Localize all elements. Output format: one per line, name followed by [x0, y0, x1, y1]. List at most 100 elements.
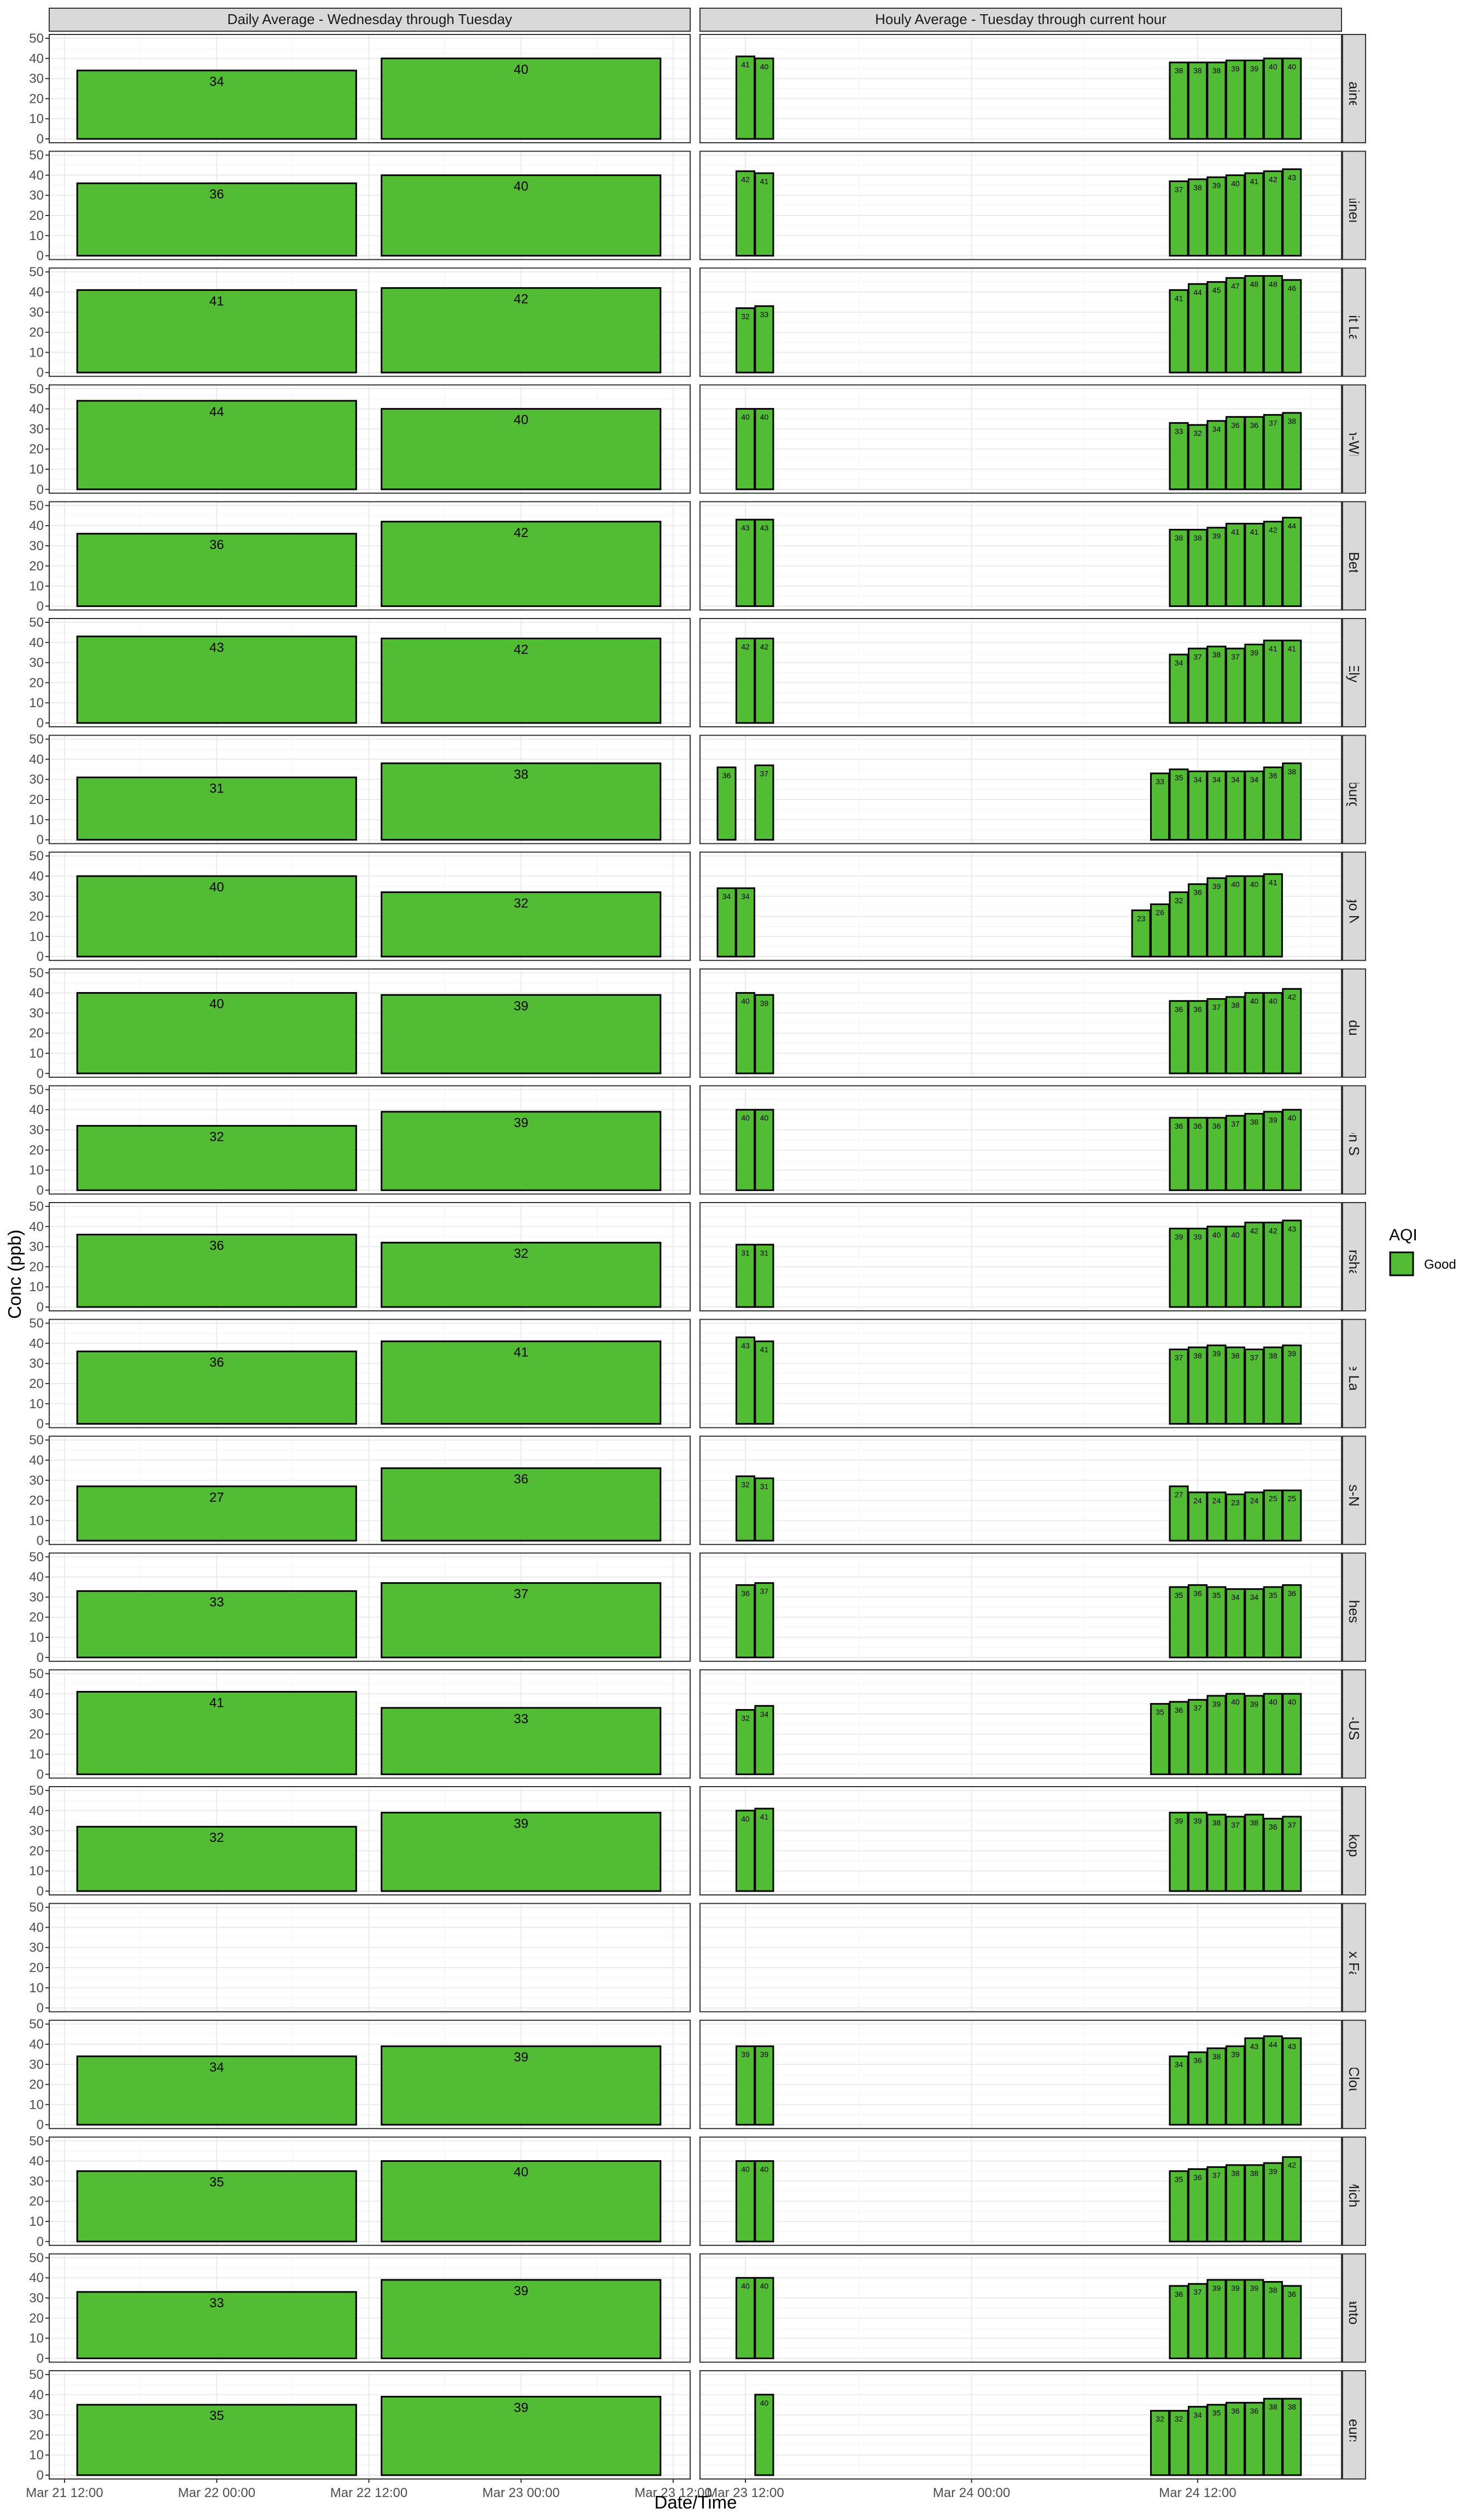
- hourly-bar: [1244, 770, 1264, 841]
- panel-border: [699, 1552, 1342, 1662]
- hourly-bar-label: 41: [1250, 177, 1259, 186]
- hourly-bar: [1169, 2170, 1189, 2243]
- y-tick-label: 50: [29, 1433, 44, 1448]
- hourly-bar-label: 36: [1212, 1122, 1221, 1130]
- daily-bar: [76, 182, 357, 257]
- hourly-bar-label: 37: [1193, 1704, 1202, 1712]
- hourly-bar: [1169, 529, 1189, 607]
- y-tick-label: 10: [29, 929, 44, 944]
- hourly-bar-label: 25: [1288, 1494, 1297, 1503]
- hourly-bar-label: 36: [1193, 888, 1202, 897]
- hourly-bar: [1244, 172, 1264, 257]
- y-tick-label: 20: [29, 2194, 44, 2209]
- hourly-bar: [1187, 883, 1208, 958]
- hourly-bar-label: 40: [1231, 1698, 1240, 1706]
- site-name: Ely: [1346, 663, 1362, 682]
- hourly-bar-label: 37: [760, 769, 769, 778]
- hourly-bar: [735, 2045, 756, 2126]
- hourly-bar-label: 38: [1288, 2402, 1297, 2411]
- hourly-bar: [1206, 176, 1227, 257]
- hourly-bar: [1150, 2410, 1170, 2476]
- y-tick-label: 20: [29, 1143, 44, 1158]
- daily-bar-label: 27: [209, 1490, 224, 1505]
- hourly-bar-label: 40: [760, 1113, 769, 1122]
- panel-border: [49, 1202, 691, 1311]
- daily-bar-label: 33: [209, 2296, 224, 2311]
- daily-bar-label: 38: [514, 767, 528, 782]
- daily-bar-label: 40: [209, 880, 224, 895]
- y-tick-label: 0: [37, 599, 44, 614]
- hourly-bar: [1206, 877, 1227, 958]
- hourly-bar-label: 34: [1250, 775, 1259, 784]
- daily-bar-label: 37: [514, 1587, 528, 1602]
- hourly-bar-label: 39: [1175, 1816, 1183, 1825]
- hourly-bar: [1282, 2285, 1302, 2359]
- hourly-bar-label: 44: [1269, 2040, 1278, 2049]
- hourly-bar-label: 34: [722, 892, 731, 901]
- hourly-bar-label: 41: [760, 1812, 769, 1821]
- hourly-bar: [1282, 1109, 1302, 1191]
- hourly-bar-label: 38: [1193, 1351, 1202, 1360]
- y-tick-label: 10: [29, 229, 44, 243]
- facet-title-daily: Daily Average - Wednesday through Tuesda…: [228, 11, 512, 27]
- hourly-bar-label: 40: [1288, 62, 1297, 71]
- hourly-bar: [716, 887, 737, 958]
- hourly-bar-label: 38: [1231, 2169, 1240, 2178]
- daily-bar: [76, 1691, 357, 1775]
- daily-bar: [76, 2055, 357, 2126]
- hourly-bar-label: 34: [1175, 658, 1183, 667]
- y-tick-label: 40: [29, 1336, 44, 1351]
- y-tick-label: 50: [29, 1666, 44, 1681]
- y-tick-label: 0: [37, 2001, 44, 2016]
- y-tick-label: 20: [29, 909, 44, 924]
- daily-bar-label: 40: [514, 62, 528, 77]
- hourly-bar: [735, 170, 756, 257]
- daily-bar: [76, 1350, 357, 1425]
- panel-border: [699, 2020, 1342, 2130]
- hourly-bar: [1169, 289, 1189, 374]
- y-tick-label: 30: [29, 2291, 44, 2306]
- y-tick-label: 30: [29, 1940, 44, 1955]
- hourly-bar: [1282, 2037, 1302, 2126]
- hourly-bar-label: 36: [722, 771, 731, 780]
- daily-bar-label: 36: [209, 1355, 224, 1370]
- daily-bar: [76, 1485, 357, 1542]
- hourly-bar-label: 41: [760, 177, 769, 186]
- y-tick-label: 10: [29, 1981, 44, 1996]
- site-strip: [1342, 1202, 1366, 1311]
- hourly-bar: [1225, 996, 1245, 1075]
- panel-border: [699, 2370, 1342, 2480]
- hourly-bar-label: 23: [1231, 1498, 1240, 1507]
- y-tick-label: 10: [29, 2448, 44, 2463]
- hourly-bar-label: 37: [1231, 1821, 1240, 1829]
- hourly-bar-label: 32: [1156, 2414, 1164, 2423]
- y-tick-label: 50: [29, 1199, 44, 1214]
- hourly-bar-label: 36: [1193, 1005, 1202, 1013]
- y-tick-label: 20: [29, 792, 44, 807]
- hourly-bar-label: 38: [1269, 2286, 1278, 2295]
- hourly-bar: [754, 1582, 774, 1659]
- hourly-bar-label: 41: [1250, 528, 1259, 536]
- y-tick-label: 20: [29, 442, 44, 457]
- hourly-bar: [754, 1807, 774, 1892]
- hourly-bar-label: 31: [760, 1482, 769, 1491]
- hourly-bar-label: 40: [1212, 1230, 1221, 1239]
- y-tick-label: 0: [37, 1650, 44, 1665]
- y-tick-label: 40: [29, 1102, 44, 1117]
- site-name: Detroit Lakes: [1346, 281, 1362, 364]
- hourly-bar-label: 36: [1193, 1589, 1202, 1597]
- hourly-bar: [1206, 2047, 1227, 2126]
- y-tick-label: 50: [29, 849, 44, 864]
- daily-bar: [76, 289, 357, 374]
- hourly-bar: [1263, 170, 1283, 257]
- hourly-bar-label: 39: [1250, 648, 1259, 657]
- y-tick-label: 0: [37, 1417, 44, 1432]
- y-tick-label: 0: [37, 132, 44, 147]
- y-tick-label: 0: [37, 716, 44, 731]
- daily-bar-label: 33: [514, 1712, 528, 1726]
- hourly-bar: [1282, 2156, 1302, 2243]
- site-name: Mille Lacs: [1346, 1342, 1362, 1405]
- hourly-bar: [716, 766, 737, 841]
- daily-bar-label: 43: [209, 640, 224, 655]
- hourly-bar-label: 36: [1175, 2290, 1183, 2299]
